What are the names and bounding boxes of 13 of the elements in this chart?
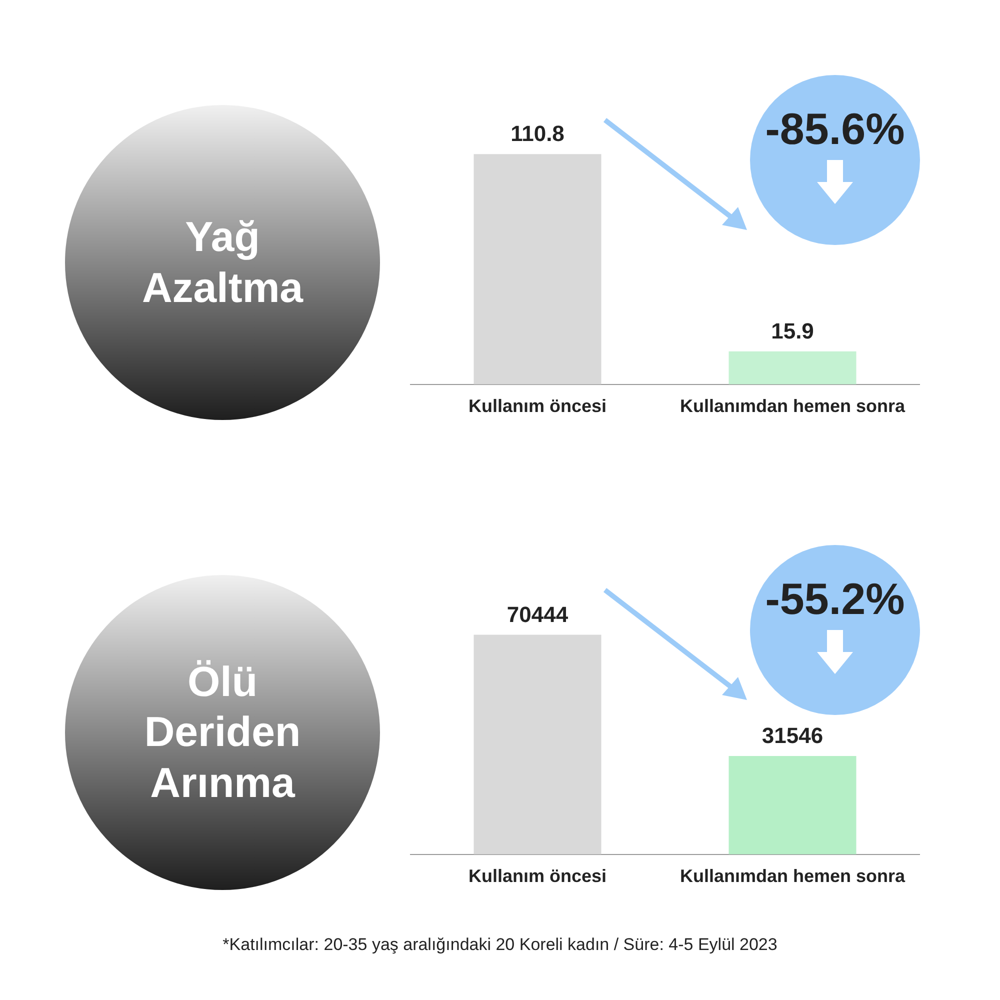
text: Ölü Deriden Arınma bbox=[143, 656, 302, 808]
text: *Katılımcılar: 20-35 yaş aralığındaki 20 Koreli kadın / Süre: 4-5 Eylül 2023 bbox=[222, 935, 778, 955]
data-label: 110.8 bbox=[510, 121, 564, 146]
data-label: 70444 bbox=[506, 602, 569, 627]
text: -85.6% bbox=[764, 105, 906, 155]
text: -55.2% bbox=[764, 575, 906, 625]
x-tick-label: Kullanımdan hemen sonra bbox=[680, 396, 906, 416]
x-tick-label: Kullanımdan hemen sonra bbox=[680, 866, 906, 886]
data-label: 31546 bbox=[762, 723, 824, 748]
x-tick-label: Kullanım öncesi bbox=[468, 396, 607, 416]
x-tick-label: Kullanım öncesi bbox=[468, 866, 607, 886]
data-label: 15.9 bbox=[771, 318, 814, 344]
text: Yağ Azaltma bbox=[140, 212, 304, 312]
